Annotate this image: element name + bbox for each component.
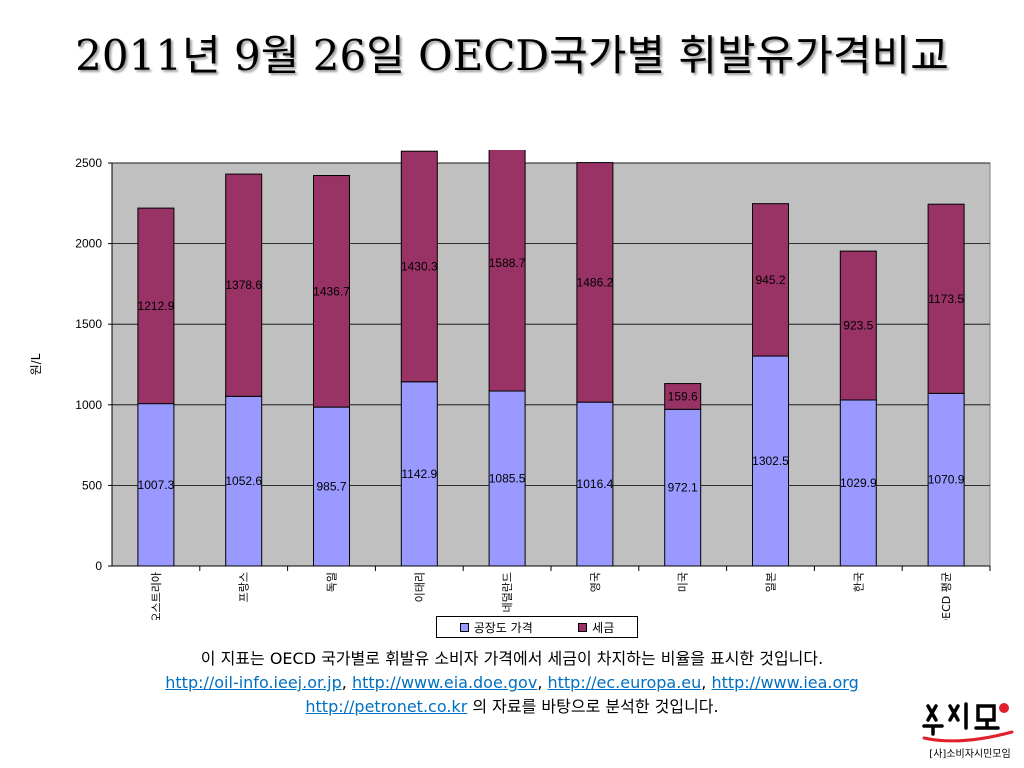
caption-line-3: http://petronet.co.kr 의 자료를 바탕으로 분석한 것입니…	[0, 695, 1024, 719]
bar-factory-price	[752, 355, 789, 567]
bar-tax	[576, 162, 614, 403]
bar-tax	[927, 203, 965, 394]
bar-tax	[488, 150, 526, 392]
link-separator: ,	[537, 673, 548, 692]
source-link-europa[interactable]: http://ec.europa.eu	[547, 673, 702, 692]
x-tick-label: OECD 평균	[940, 572, 953, 620]
source-link-ieej[interactable]: http://oil-info.ieej.or.jp	[165, 673, 342, 692]
y-tick-label: 2000	[75, 237, 102, 251]
bar-factory-price	[137, 403, 175, 567]
legend-label-tax: 세금	[592, 620, 615, 635]
x-tick-label: 한국	[852, 572, 865, 592]
bar-factory-price	[313, 406, 350, 567]
data-label-tax: 1588.7	[489, 256, 526, 270]
caption-line-1: 이 지표는 OECD 국가별로 휘발유 소비자 가격에서 세금이 차지하는 비율…	[200, 649, 824, 668]
organization-logo: [사]소비자시민모임	[920, 700, 1020, 768]
data-label-tax: 1486.2	[577, 275, 614, 289]
data-label-factory-price: 1142.9	[401, 467, 437, 481]
source-link-iea[interactable]: http://www.iea.org	[711, 673, 859, 692]
x-tick-label: 독일	[325, 572, 339, 592]
x-tick-label: 미국	[677, 572, 690, 592]
y-axis-label: 원/L	[29, 353, 43, 375]
legend-item-tax: 세금	[578, 619, 614, 636]
stacked-bar-chart: 0 500 1000 1500 2000 2500 원/L 1007.3 1212.9 오스트리아…	[29, 150, 991, 620]
bar-factory-price	[664, 408, 702, 567]
bar-tax	[752, 203, 789, 357]
legend-label-factory-price: 공장도 가격	[473, 620, 533, 635]
y-tick-label: 0	[95, 559, 102, 573]
bar-factory-price	[225, 395, 263, 567]
caption-line-2: http://oil-info.ieej.or.jp, http://www.e…	[0, 671, 1024, 695]
x-tick-label: 네덜란드	[501, 572, 514, 612]
y-tick-label: 1000	[75, 398, 102, 412]
x-tick-label: 이태리	[413, 572, 426, 602]
y-tick-label: 1500	[75, 317, 102, 331]
caption: 이 지표는 OECD 국가별로 휘발유 소비자 가격에서 세금이 차지하는 비율…	[0, 647, 1024, 719]
data-label-factory-price: 1070.9	[928, 473, 965, 487]
data-label-tax: 1430.3	[401, 259, 438, 273]
source-link-eia[interactable]: http://www.eia.doe.gov	[351, 673, 538, 692]
bar-factory-price	[927, 392, 965, 567]
caption-suffix: 의 자료를 바탕으로 분석한 것입니다.	[467, 697, 719, 716]
link-separator: ,	[341, 673, 352, 692]
source-link-petronet[interactable]: http://petronet.co.kr	[305, 697, 468, 716]
data-label-tax: 1378.6	[225, 278, 262, 292]
y-tick-label: 2500	[75, 156, 102, 170]
data-label-tax: 1436.7	[313, 284, 350, 298]
data-label-factory-price: 1052.6	[225, 474, 262, 488]
legend-swatch-tax	[578, 622, 588, 632]
data-label-tax: 945.2	[755, 273, 785, 287]
bar-tax	[664, 383, 702, 410]
data-label-factory-price: 1085.5	[489, 472, 526, 486]
bar-tax	[137, 207, 175, 405]
y-tick-label: 500	[82, 478, 102, 492]
bar-tax	[313, 175, 350, 408]
bar-factory-price	[488, 390, 526, 567]
chart-legend: 공장도 가격 세금	[436, 616, 638, 638]
logo-text: [사]소비자시민모임	[929, 749, 1011, 760]
x-tick-label: 프랑스	[238, 572, 251, 602]
data-label-factory-price: 985.7	[316, 480, 346, 494]
data-label-tax: 923.5	[843, 319, 873, 333]
legend-swatch-factory-price	[459, 622, 469, 632]
page-title: 2011년 9월 26일 OECD국가별 휘발유가격비교	[75, 31, 949, 80]
logo-mark-icon	[922, 702, 1014, 743]
data-label-factory-price: 1029.9	[840, 476, 877, 490]
data-label-tax: 159.6	[668, 389, 698, 403]
x-tick-label: 오스트리아	[150, 572, 163, 620]
data-label-factory-price: 1016.4	[577, 477, 614, 491]
data-label-factory-price: 1302.5	[752, 454, 789, 468]
bar-factory-price	[576, 401, 614, 567]
bar-tax	[225, 173, 263, 397]
data-label-factory-price: 1007.3	[138, 478, 175, 492]
x-tick-label: 일본	[764, 572, 778, 592]
link-separator: ,	[701, 673, 712, 692]
legend-item-factory-price: 공장도 가격	[459, 619, 533, 636]
data-label-tax: 1173.5	[928, 292, 964, 306]
bar-tax	[400, 150, 438, 383]
bar-factory-price	[839, 399, 877, 567]
x-tick-label: 영국	[589, 572, 602, 592]
data-label-factory-price: 972.1	[668, 481, 698, 495]
bar-tax	[839, 250, 877, 401]
bar-factory-price	[400, 381, 438, 567]
data-label-tax: 1212.9	[138, 299, 175, 313]
